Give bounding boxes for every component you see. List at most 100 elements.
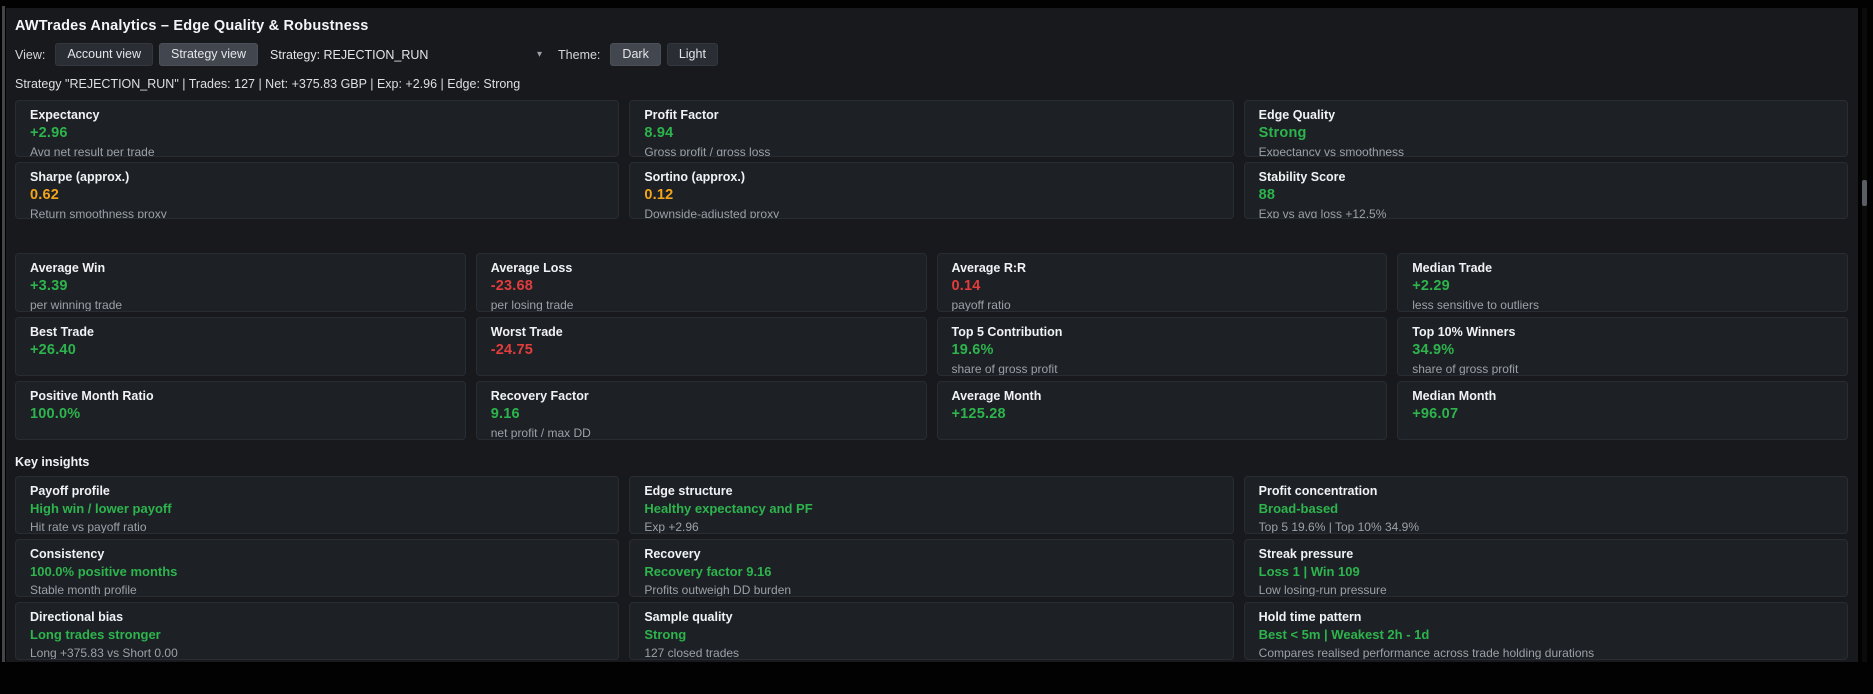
metric-card-top-5-contribution: Top 5 Contribution 19.6% share of gross … (936, 317, 1388, 376)
insight-subtext: Top 5 19.6% | Top 10% 34.9% (1258, 520, 1419, 534)
insight-headline: Healthy expectancy and PF (644, 501, 813, 516)
insight-subtext: Exp +2.96 (644, 520, 699, 534)
segmented-button-strategy-view[interactable]: Strategy view (159, 43, 259, 66)
button-label: Account view (67, 47, 141, 61)
insight-headline: High win / lower payoff (30, 501, 172, 516)
metric-value: 0.12 (644, 187, 674, 203)
segmented-button-light[interactable]: Light (666, 43, 718, 66)
insight-card-streak-pressure: Streak pressure Loss 1 | Win 109 Low los… (1243, 539, 1848, 597)
metric-value: +96.07 (1412, 406, 1459, 422)
insight-card-directional-bias: Directional bias Long trades stronger Lo… (15, 602, 620, 660)
insight-headline: Long trades stronger (30, 627, 161, 642)
insight-headline: Loss 1 | Win 109 (1258, 564, 1360, 579)
view-label: View: (15, 47, 46, 62)
metric-title: Best Trade (30, 325, 94, 339)
metric-card-average-win: Average Win +3.39 per winning trade (15, 253, 466, 312)
metric-title: Sortino (approx.) (644, 170, 746, 184)
metric-card-average-loss: Average Loss -23.68 per losing trade (475, 253, 927, 312)
insight-subtext: 127 closed trades (644, 646, 740, 660)
metric-card-stability-score: Stability Score 88 Exp vs avg loss +12.5… (1243, 162, 1848, 219)
metric-subtext: share of gross profit (1412, 362, 1519, 376)
scrollbar-thumb[interactable] (1862, 180, 1867, 206)
metric-title: Expectancy (30, 108, 100, 122)
metric-title: Worst Trade (490, 325, 563, 339)
insight-headline: Broad-based (1258, 501, 1339, 516)
metric-title: Average Loss (490, 261, 573, 275)
insight-headline: Best < 5m | Weakest 2h - 1d (1258, 627, 1430, 642)
metric-value: +26.40 (30, 342, 76, 358)
metric-value: +3.39 (30, 278, 68, 294)
metric-card-positive-month-ratio: Positive Month Ratio 100.0% (15, 381, 466, 440)
metric-subtext: payoff ratio (951, 298, 1011, 312)
metric-title: Median Month (1412, 389, 1497, 403)
metric-value: +125.28 (951, 406, 1006, 422)
metric-title: Average Month (951, 389, 1042, 403)
metric-subtext: Exp vs avg loss +12.5% (1258, 207, 1387, 219)
toolbar: View: Account view Strategy view Strateg… (15, 43, 1848, 66)
metric-card-average-month: Average Month +125.28 (936, 381, 1388, 440)
insight-card-sample-quality: Sample quality Strong 127 closed trades (629, 602, 1234, 660)
metric-title: Median Trade (1412, 261, 1493, 275)
metric-card-recovery-factor: Recovery Factor 9.16 net profit / max DD (475, 381, 927, 440)
metric-card-median-month: Median Month +96.07 (1397, 381, 1848, 440)
segmented-button-dark[interactable]: Dark (610, 43, 661, 66)
insight-subtext: Long +375.83 vs Short 0.00 (30, 646, 178, 660)
insights-card-grid: Payoff profile High win / lower payoff H… (15, 476, 1848, 660)
metric-value: +2.29 (1412, 278, 1450, 294)
metric-subtext: Return smoothness proxy (30, 207, 167, 219)
metric-subtext: share of gross profit (951, 362, 1058, 376)
insight-title: Consistency (30, 547, 105, 561)
metric-subtext: Gross profit / gross loss (644, 145, 771, 157)
metric-card-average-r-r: Average R:R 0.14 payoff ratio (936, 253, 1388, 312)
metric-value: 88 (1258, 187, 1276, 203)
segmented-button-account-view[interactable]: Account view (55, 43, 153, 66)
metric-subtext: Avg net result per trade (30, 145, 155, 157)
metric-subtext: Expectancy vs smoothness (1258, 145, 1405, 157)
metric-value: 34.9% (1412, 342, 1455, 358)
insight-subtext: Low losing-run pressure (1258, 583, 1387, 597)
metric-value: Strong (1258, 125, 1307, 141)
metric-title: Recovery Factor (490, 389, 589, 403)
insight-title: Profit concentration (1258, 484, 1378, 498)
metric-card-sharpe-approx: Sharpe (approx.) 0.62 Return smoothness … (15, 162, 620, 219)
metric-card-best-trade: Best Trade +26.40 (15, 317, 466, 376)
insight-title: Recovery (644, 547, 701, 561)
insight-card-payoff-profile: Payoff profile High win / lower payoff H… (15, 476, 620, 534)
insight-title: Edge structure (644, 484, 733, 498)
insight-title: Hold time pattern (1258, 610, 1362, 624)
metric-card-median-trade: Median Trade +2.29 less sensitive to out… (1397, 253, 1848, 312)
button-label: Dark (622, 47, 649, 61)
insight-card-recovery: Recovery Recovery factor 9.16 Profits ou… (629, 539, 1234, 597)
metric-card-edge-quality: Edge Quality Strong Expectancy vs smooth… (1243, 100, 1848, 157)
metric-title: Edge Quality (1258, 108, 1336, 122)
insight-card-profit-concentration: Profit concentration Broad-based Top 5 1… (1243, 476, 1848, 534)
vertical-scrollbar[interactable] (1862, 8, 1867, 662)
button-label: Strategy view (171, 47, 247, 61)
insight-headline: Strong (644, 627, 687, 642)
metric-value: 0.62 (30, 187, 60, 203)
metric-card-profit-factor: Profit Factor 8.94 Gross profit / gross … (629, 100, 1234, 157)
view-switcher: Account view Strategy view (55, 43, 259, 66)
summary-card-grid: Expectancy +2.96 Avg net result per trad… (15, 100, 1848, 219)
metric-subtext: less sensitive to outliers (1412, 298, 1539, 312)
theme-switcher: Dark Light (610, 43, 718, 66)
strategy-select[interactable]: Strategy: REJECTION_RUN ▾ (266, 45, 550, 65)
button-label: Light (678, 47, 706, 61)
strategy-select-label: Strategy: REJECTION_RUN (270, 47, 429, 62)
metric-value: 100.0% (30, 406, 81, 422)
chevron-down-icon: ▾ (537, 49, 543, 60)
insight-subtext: Hit rate vs payoff ratio (30, 520, 147, 534)
metric-title: Sharpe (approx.) (30, 170, 130, 184)
insight-title: Directional bias (30, 610, 124, 624)
metric-subtext: per losing trade (490, 298, 574, 312)
dashboard-page: AWTrades Analytics – Edge Quality & Robu… (6, 8, 1858, 662)
theme-label: Theme: (558, 47, 601, 62)
insight-subtext: Stable month profile (30, 583, 137, 597)
metric-title: Stability Score (1258, 170, 1346, 184)
insight-card-hold-time-pattern: Hold time pattern Best < 5m | Weakest 2h… (1243, 602, 1848, 660)
insight-subtext: Profits outweigh DD burden (644, 583, 792, 597)
insight-title: Payoff profile (30, 484, 110, 498)
metric-value: 0.14 (951, 278, 981, 294)
metric-value: -24.75 (490, 342, 534, 358)
